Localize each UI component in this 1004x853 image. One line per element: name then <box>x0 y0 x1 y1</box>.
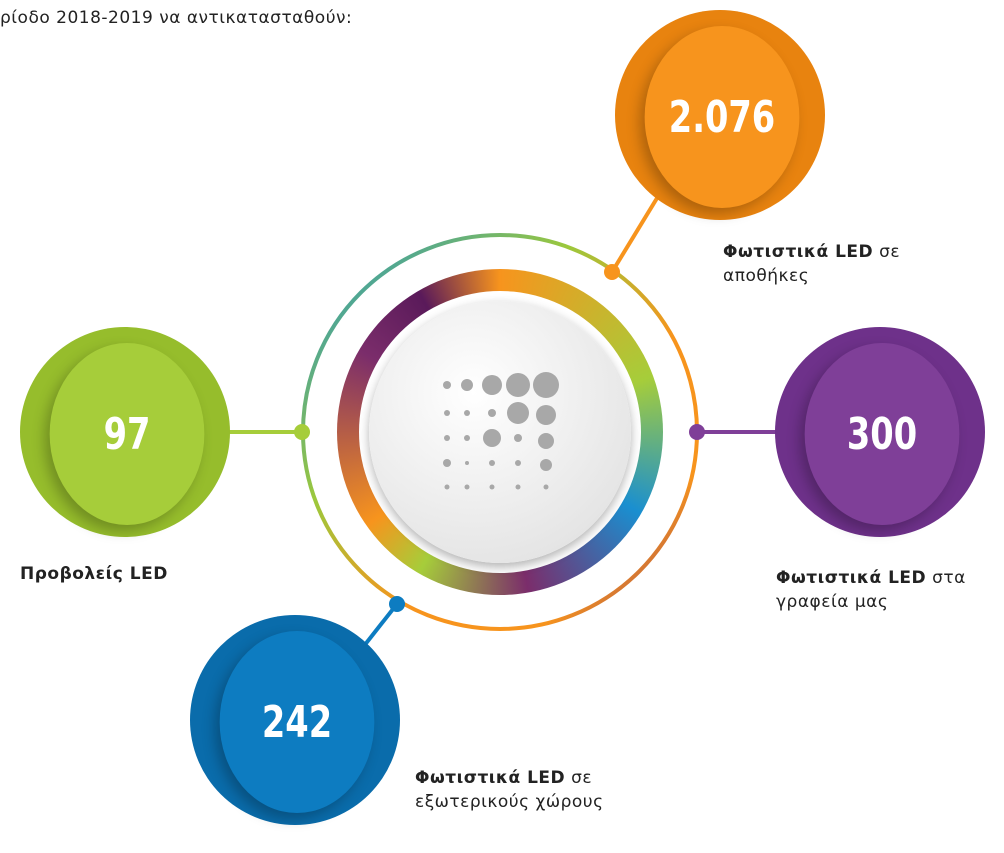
bubble: 97 <box>20 327 230 537</box>
label-text: αποθήκες <box>723 266 810 286</box>
label-bold: Φωτιστικά LED <box>415 768 566 788</box>
label-text: στα <box>932 568 966 588</box>
label-text: εξωτερικούς χώρους <box>415 792 604 812</box>
value: 242 <box>219 631 375 813</box>
label: Φωτιστικά LED σε αποθήκες <box>723 240 900 288</box>
label-bold: Φωτιστικά LED <box>723 242 874 262</box>
label-bold: Προβολείς LED <box>20 564 168 584</box>
bubble: 2.076 <box>615 10 825 220</box>
connector-dot <box>294 424 310 440</box>
intro-text: ρίοδο 2018-2019 να αντικατασταθούν: <box>0 8 353 28</box>
label: Φωτιστικά LED σε εξωτερικούς χώρους <box>415 766 604 814</box>
value: 97 <box>49 343 205 525</box>
label-text: σε <box>879 242 901 262</box>
connector-dot <box>604 264 620 280</box>
connector <box>610 183 667 274</box>
logo-dots <box>443 372 559 490</box>
value: 300 <box>804 343 960 525</box>
label-bold: Φωτιστικά LED <box>776 568 927 588</box>
label: Φωτιστικά LED στα γραφεία μας <box>776 566 966 614</box>
bubble: 300 <box>775 327 985 537</box>
connector-dot <box>689 424 705 440</box>
label-text: σε <box>571 768 593 788</box>
connector-dot <box>389 596 405 612</box>
center-circle <box>369 301 631 563</box>
label-text: γραφεία μας <box>776 592 889 612</box>
bubble: 242 <box>190 615 400 825</box>
value: 2.076 <box>644 26 800 208</box>
label: Προβολείς LED <box>20 562 168 586</box>
